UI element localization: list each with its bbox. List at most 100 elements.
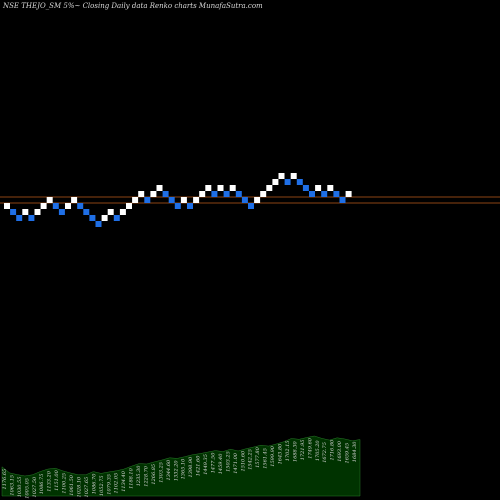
volume-label: 1028.10 — [77, 476, 83, 497]
renko-brick — [168, 197, 175, 203]
renko-brick — [260, 191, 267, 197]
renko-brick — [266, 185, 273, 191]
volume-label: 1421.60 — [196, 455, 202, 476]
volume-label: 1503.25 — [225, 451, 231, 472]
renko-brick — [187, 203, 193, 209]
renko-brick — [138, 191, 145, 197]
volume-label: 1188.10 — [129, 467, 135, 488]
volume-label: 1643.80 — [278, 443, 284, 464]
renko-brick — [46, 197, 53, 203]
renko-brick — [101, 215, 108, 221]
renko-brick — [83, 209, 90, 215]
volume-label: 1477.50 — [211, 452, 217, 473]
renko-brick — [217, 185, 224, 191]
renko-brick — [52, 203, 59, 209]
renko-brick — [58, 209, 65, 215]
volume-label: 1721.95 — [300, 440, 306, 461]
volume-label: 1344.60 — [166, 459, 172, 480]
volume-label: 1398.90 — [188, 456, 194, 477]
renko-brick — [4, 203, 10, 209]
renko-brick — [205, 185, 212, 191]
volume-label: 1459.40 — [218, 453, 224, 474]
renko-brick — [77, 203, 84, 209]
renko-brick — [144, 197, 151, 203]
renko-brick — [113, 215, 120, 221]
volume-label: 1471.00 — [233, 452, 239, 473]
volume-label: 1332.20 — [173, 460, 179, 481]
volume-label: 1151.00 — [54, 469, 60, 490]
volume-label: 1688.30 — [292, 440, 298, 461]
volume-label: 1749.60 — [307, 437, 313, 458]
volume-label: 1266.85 — [151, 464, 157, 485]
renko-brick — [278, 173, 285, 179]
renko-brick — [302, 185, 309, 191]
volume-label: 1693.00 — [337, 440, 343, 461]
renko-brick — [345, 191, 352, 197]
renko-brick — [248, 203, 254, 209]
renko-brick — [315, 185, 322, 191]
volume-label: 1510.60 — [240, 450, 246, 471]
renko-brick — [156, 185, 163, 191]
volume-label: 1102.05 — [114, 473, 120, 494]
volume-label: 1577.80 — [255, 446, 261, 467]
volume-label: 1027.65 — [84, 477, 90, 498]
renko-brick — [89, 215, 96, 221]
renko-brick — [193, 197, 200, 203]
volume-label: 1228.70 — [144, 465, 150, 486]
renko-brick — [235, 191, 242, 197]
renko-brick — [333, 191, 340, 197]
volume-label: 1052.75 — [99, 475, 105, 496]
volume-label: 1086.75 — [39, 474, 45, 495]
renko-brick — [229, 185, 236, 191]
renko-brick — [174, 203, 181, 209]
volume-label: 1659.45 — [345, 443, 351, 464]
volume-label: 1100.25 — [62, 473, 68, 494]
volume-label: 1561.45 — [263, 448, 269, 469]
volume-label: 1672.75 — [322, 442, 328, 463]
volume-label: 1027.50 — [32, 476, 38, 497]
renko-brick — [107, 209, 114, 215]
volume-label: 1061.50 — [69, 474, 75, 495]
renko-brick — [284, 179, 291, 185]
renko-brick — [296, 179, 303, 185]
renko-brick — [10, 209, 17, 215]
renko-brick — [132, 197, 139, 203]
renko-brick — [290, 173, 297, 179]
volume-label: 1542.25 — [248, 449, 254, 470]
volume-label: 1365.10 — [181, 458, 187, 479]
renko-brick — [119, 209, 126, 215]
renko-brick — [272, 179, 279, 185]
volume-label: 1005.05 — [24, 478, 30, 499]
volume-label: 1449.35 — [203, 454, 209, 475]
volume-label: 1599.90 — [270, 445, 276, 466]
volume-label: 1030.55 — [17, 477, 23, 498]
volume-label: 1134.40 — [121, 470, 127, 491]
chart-title: NSE THEJO_SM 5%~ Closing Daily data Renk… — [3, 2, 263, 10]
volume-label: 1063.15 — [9, 475, 15, 496]
renko-brick — [16, 215, 23, 221]
volume-label: 1086.70 — [91, 473, 97, 494]
renko-brick — [309, 191, 315, 197]
volume-label: 1176.65 — [2, 469, 8, 490]
renko-brick — [150, 191, 157, 197]
renko-brick — [28, 215, 35, 221]
volume-label: 1705.20 — [315, 440, 321, 461]
volume-label: 1702.15 — [285, 441, 291, 462]
renko-brick — [321, 191, 328, 197]
volume-label: 1303.25 — [158, 462, 164, 483]
renko-brick — [95, 221, 102, 227]
volume-label: 1684.30 — [352, 441, 358, 462]
renko-brick — [327, 185, 334, 191]
volume-label: 1079.35 — [106, 474, 112, 495]
volume-area — [1, 435, 361, 497]
renko-brick — [65, 203, 71, 209]
renko-brick — [34, 209, 41, 215]
renko-brick — [241, 197, 248, 203]
renko-brick — [126, 203, 132, 209]
renko-brick — [199, 191, 206, 197]
renko-brick — [223, 191, 230, 197]
renko-brick — [339, 197, 346, 203]
renko-bricks — [4, 173, 352, 227]
renko-brick — [162, 191, 169, 197]
